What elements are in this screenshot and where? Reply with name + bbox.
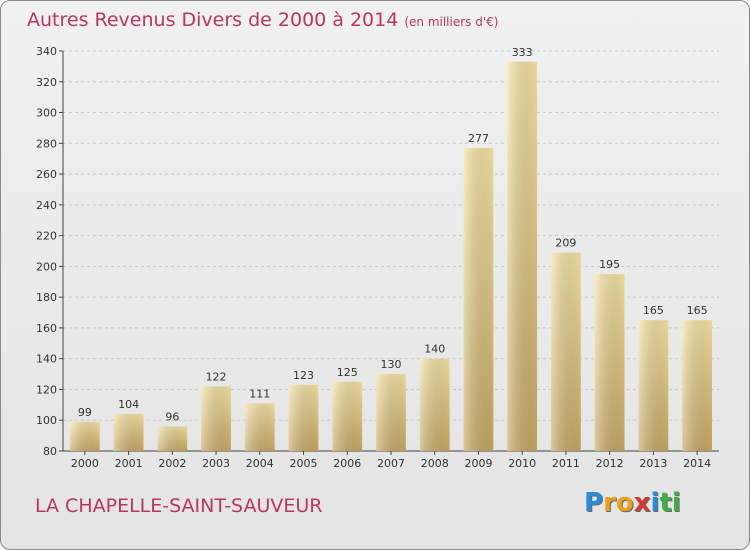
value-label: 96 xyxy=(165,410,179,423)
y-tick-label: 200 xyxy=(36,260,57,273)
labels: 80 100 120 140 160 180 200 220 240 260 280 300 320 34… xyxy=(36,45,711,470)
value-label: 125 xyxy=(337,366,358,379)
x-tick-label: 2013 xyxy=(639,457,667,470)
y-tick-label: 80 xyxy=(43,445,57,458)
x-tick-label: 2012 xyxy=(596,457,624,470)
value-label: 165 xyxy=(643,304,664,317)
bar-shade xyxy=(157,426,188,451)
bar-shade xyxy=(419,358,450,451)
chart-title-text: Autres Revenus Divers de 2000 à 2014 xyxy=(27,9,399,31)
y-tick-label: 300 xyxy=(36,107,57,120)
logo-letter: i xyxy=(671,488,681,518)
y-tick-label: 140 xyxy=(36,353,57,366)
x-tick-label: 2004 xyxy=(246,457,274,470)
value-label: 111 xyxy=(249,387,270,400)
x-tick-label: 2008 xyxy=(421,457,449,470)
chart-unit: (en milliers d'€) xyxy=(404,15,499,29)
bar-shade xyxy=(594,274,625,451)
y-tick-label: 120 xyxy=(36,383,57,396)
value-label: 277 xyxy=(468,132,489,145)
x-tick-label: 2007 xyxy=(377,457,405,470)
x-tick-label: 2006 xyxy=(333,457,361,470)
bar-shade xyxy=(638,320,669,451)
bar-shade xyxy=(113,414,144,451)
x-tick-label: 2002 xyxy=(158,457,186,470)
bar-shade xyxy=(507,61,538,452)
logo-letter: P xyxy=(584,488,604,518)
bar-shade xyxy=(463,147,494,451)
value-label: 333 xyxy=(512,46,533,59)
x-tick-label: 2001 xyxy=(115,457,143,470)
x-tick-label: 2014 xyxy=(683,457,711,470)
bar-shade xyxy=(376,374,406,451)
y-tick-label: 260 xyxy=(36,168,57,181)
commune-name: LA CHAPELLE-SAINT-SAUVEUR xyxy=(35,495,323,517)
bar-shade xyxy=(332,381,363,451)
y-tick-label: 340 xyxy=(36,45,57,58)
bars xyxy=(69,61,713,452)
y-tick-label: 100 xyxy=(36,414,57,427)
value-label: 130 xyxy=(381,358,402,371)
value-label: 140 xyxy=(424,343,445,356)
y-tick-label: 220 xyxy=(36,230,57,243)
value-label: 122 xyxy=(206,370,227,383)
value-label: 209 xyxy=(555,237,576,250)
y-tick-label: 160 xyxy=(36,322,57,335)
value-label: 99 xyxy=(78,406,92,419)
x-tick-label: 2009 xyxy=(464,457,492,470)
bar-shade xyxy=(288,384,319,451)
x-tick-label: 2011 xyxy=(552,457,580,470)
value-label: 123 xyxy=(293,369,314,382)
bar-shade xyxy=(69,421,100,451)
bar-shade xyxy=(201,386,231,451)
logo-letter: t xyxy=(659,488,672,518)
value-label: 195 xyxy=(599,258,620,271)
x-tick-label: 2005 xyxy=(290,457,318,470)
logo-letter: x xyxy=(633,488,651,518)
x-tick-label: 2000 xyxy=(71,457,99,470)
y-tick-label: 320 xyxy=(36,76,57,89)
logo-letter: o xyxy=(615,488,634,518)
bar-shade xyxy=(682,320,713,451)
bar-shade xyxy=(244,403,275,451)
bar-shade xyxy=(551,252,581,451)
y-tick-label: 180 xyxy=(36,291,57,304)
proxiti-logo[interactable]: Proxiti xyxy=(584,488,681,518)
y-tick-label: 280 xyxy=(36,137,57,150)
value-label: 165 xyxy=(687,304,708,317)
logo-letter: r xyxy=(603,488,616,518)
x-tick-label: 2010 xyxy=(508,457,536,470)
y-tick-label: 240 xyxy=(36,199,57,212)
x-tick-label: 2003 xyxy=(202,457,230,470)
value-label: 104 xyxy=(118,398,139,411)
logo-letter: i xyxy=(650,488,660,518)
chart-title: Autres Revenus Divers de 2000 à 2014 (en … xyxy=(27,9,498,31)
